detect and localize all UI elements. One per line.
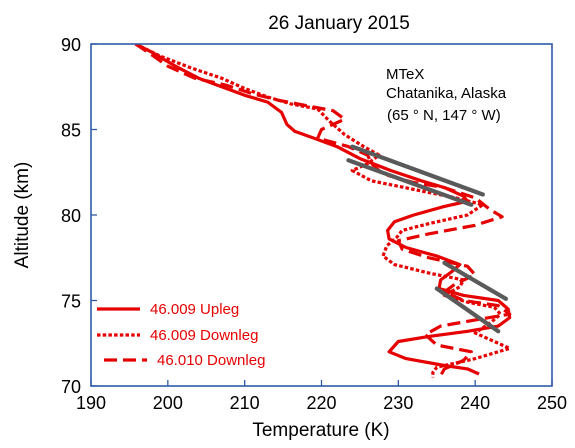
series-line-46-010-downleg: [134, 44, 512, 377]
y-tick-label: 85: [61, 121, 81, 141]
fit-segment: [442, 260, 508, 301]
chart-title: 26 January 2015: [268, 13, 410, 34]
x-tick-label: 250: [537, 393, 567, 413]
x-tick-label: 190: [76, 393, 106, 413]
series-line-46-009-upleg: [134, 44, 512, 376]
x-tick-label: 200: [153, 393, 183, 413]
legend-label-46-010-downleg: 46.010 Downleg: [157, 352, 265, 369]
x-axis-label: Temperature (K): [252, 420, 389, 441]
x-tick-label: 210: [230, 393, 260, 413]
y-tick-label: 90: [61, 35, 81, 55]
legend-label-46-009-downleg: 46.009 Downleg: [150, 327, 258, 344]
location-annotation: MTeX Chatanika, Alaska (65 ° N, 147 ° W): [386, 66, 507, 124]
annotation-line-mission: MTeX: [386, 66, 424, 83]
series-line-46-009-downleg: [134, 44, 512, 378]
legend-label-46-009-upleg: 46.009 Upleg: [150, 301, 239, 318]
fit-segment: [434, 286, 501, 334]
y-tick-label: 75: [61, 292, 81, 312]
y-axis-label: Altitude (km): [12, 162, 33, 269]
fit-segment: [346, 158, 474, 207]
x-tick-label: 220: [306, 393, 336, 413]
y-tick-label: 70: [61, 377, 81, 397]
x-tick-label: 240: [460, 393, 490, 413]
annotation-line-coordinates: (65 ° N, 147 ° W): [387, 107, 501, 124]
legend: 46.009 Upleg 46.009 Downleg 46.010 Downleg: [97, 301, 265, 369]
annotation-line-site: Chatanika, Alaska: [386, 85, 507, 102]
fit-segment: [350, 144, 485, 197]
x-tick-label: 230: [383, 393, 413, 413]
y-tick-label: 80: [61, 206, 81, 226]
